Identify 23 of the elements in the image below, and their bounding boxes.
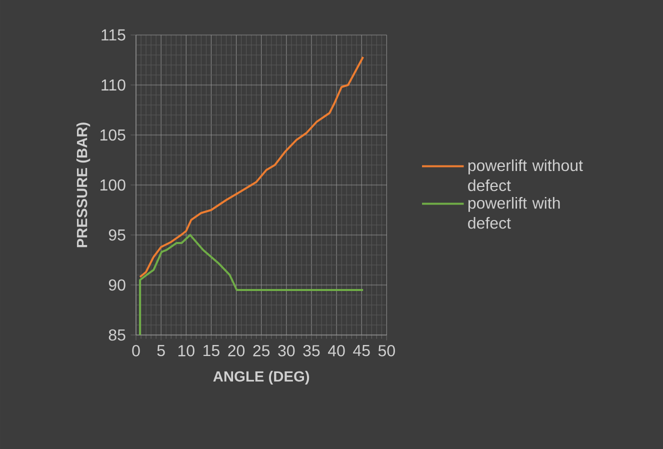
x-tick-label: 25	[253, 345, 270, 356]
y-axis-title: PRESSURE (BAR)	[76, 122, 90, 248]
x-tick-label: 10	[178, 345, 194, 356]
x-tick-label: 20	[228, 345, 245, 356]
y-tick-label: 95	[108, 229, 126, 241]
x-tick-label: 35	[303, 345, 320, 356]
y-tick-label: 100	[100, 179, 126, 191]
line-series	[139, 56, 364, 278]
x-tick-label: 40	[328, 345, 345, 356]
x-tick-label: 30	[278, 345, 295, 356]
y-tick-label: 90	[108, 279, 126, 291]
y-tick-label: 85	[108, 329, 126, 341]
y-tick-label: 115	[102, 29, 126, 41]
line-series	[139, 234, 364, 335]
y-tick-label: 110	[102, 79, 126, 91]
x-tick-label: 45	[353, 345, 370, 356]
y-tick-label: 105	[100, 129, 126, 141]
x-tick-label: 50	[378, 345, 395, 356]
x-tick-label: 5	[157, 345, 165, 356]
x-tick-label: 15	[204, 345, 220, 356]
x-tick-label: 0	[132, 345, 140, 356]
legend-label: powerlift with defect	[468, 197, 560, 229]
x-axis-title: ANGLE (DEG)	[213, 370, 310, 385]
